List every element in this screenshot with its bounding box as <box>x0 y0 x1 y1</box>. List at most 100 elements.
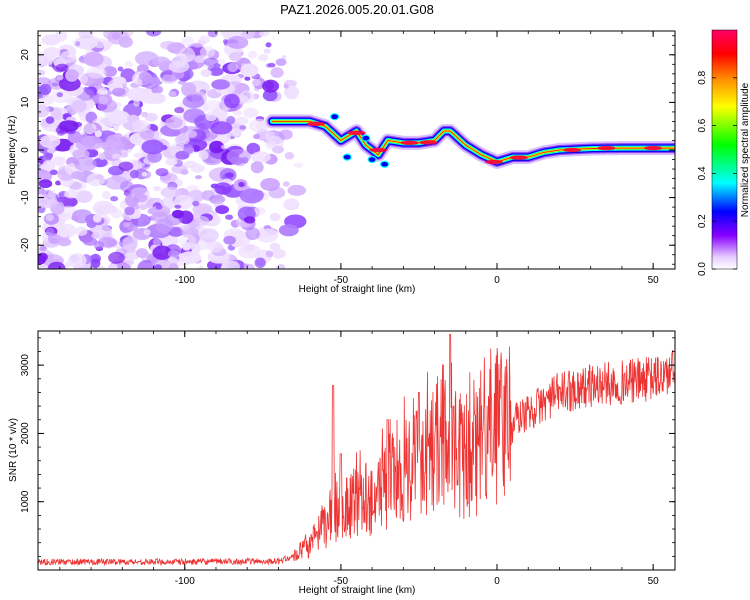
noise-blob <box>180 169 189 175</box>
noise-blob <box>265 42 272 48</box>
colorbar-tick-label: 0.0 <box>697 262 708 276</box>
ridge-peak <box>347 130 366 136</box>
noise-blob <box>211 79 231 90</box>
noise-blob <box>129 169 139 179</box>
noise-blob <box>39 134 61 149</box>
ridge-peak <box>644 145 663 151</box>
y-tick-label: -10 <box>20 190 31 205</box>
noise-blob <box>98 266 106 269</box>
snr-panel: -100 -50 0 50 1000 2000 3000 Height of straigh… <box>8 330 676 596</box>
noise-blob <box>223 235 236 245</box>
noise-blob <box>153 264 163 269</box>
noise-blob <box>141 111 149 118</box>
noise-blob <box>225 172 235 178</box>
noise-blob <box>250 161 264 174</box>
noise-blob <box>111 153 122 160</box>
noise-blob <box>283 198 300 211</box>
noise-blob <box>239 90 256 104</box>
noise-blob <box>98 95 108 105</box>
noise-blob <box>38 104 50 118</box>
noise-blob <box>209 194 226 205</box>
y-tick-label: 0 <box>20 147 31 153</box>
noise-blob <box>271 248 286 259</box>
ridge-side-lobe <box>380 160 390 168</box>
noise-blob <box>226 36 249 49</box>
noise-blob <box>144 113 158 122</box>
noise-blob <box>282 181 290 187</box>
noise-blob <box>240 63 259 77</box>
noise-blob <box>80 135 103 150</box>
noise-blob <box>104 205 118 214</box>
noise-blob <box>39 83 52 96</box>
noise-blob <box>174 204 182 209</box>
snr-xlabel: Height of straight line (km) <box>299 585 416 596</box>
ridge-peak <box>597 145 616 151</box>
noise-blob <box>217 58 226 65</box>
ridge-peak <box>400 140 419 146</box>
noise-blob <box>101 139 125 153</box>
noise-blob <box>195 175 202 180</box>
noise-blob <box>42 160 56 172</box>
noise-blob <box>183 108 206 124</box>
noise-blob <box>179 251 202 264</box>
noise-blob <box>287 184 307 196</box>
noise-blob <box>254 257 266 269</box>
noise-blob <box>106 90 113 95</box>
noise-blob <box>155 204 163 210</box>
noise-blob <box>214 182 232 195</box>
noise-blob <box>179 234 197 249</box>
noise-blob <box>127 114 140 123</box>
noise-blob <box>194 55 207 63</box>
ridge-side-lobe <box>342 153 352 161</box>
noise-blob <box>63 213 70 218</box>
noise-blob <box>283 83 289 89</box>
noise-blob <box>210 121 233 135</box>
noise-blob <box>71 215 79 221</box>
noise-blob <box>57 223 77 238</box>
noise-blob <box>117 66 124 72</box>
noise-blob <box>138 162 146 167</box>
ridge-peak <box>562 147 581 153</box>
noise-blob <box>243 107 259 119</box>
noise-blob <box>78 31 94 39</box>
noise-blob <box>278 224 299 237</box>
noise-blob <box>198 150 209 160</box>
noise-blob <box>38 179 53 189</box>
noise-blob <box>74 156 97 172</box>
noise-blob <box>239 188 264 204</box>
noise-blob <box>252 207 266 215</box>
y-tick-label: 3000 <box>20 354 31 377</box>
noise-blob <box>67 253 87 268</box>
noise-blob <box>152 185 162 192</box>
noise-blob <box>165 117 183 129</box>
chart-title: PAZ1.2026.005.20.01.G08 <box>280 2 434 17</box>
noise-blob <box>284 152 295 160</box>
noise-blob <box>133 152 144 159</box>
noise-blob <box>238 182 245 187</box>
noise-blob <box>244 216 256 224</box>
noise-blob <box>228 52 242 62</box>
noise-blob <box>72 149 90 160</box>
noise-blob <box>123 222 130 228</box>
noise-blob <box>112 87 126 97</box>
noise-blob <box>55 63 69 72</box>
noise-blob <box>114 133 123 140</box>
noise-blob <box>165 158 178 166</box>
spectrogram-ylabel: Frequency (Hz) <box>7 116 18 185</box>
noise-blob <box>267 62 276 68</box>
noise-blob <box>118 161 134 172</box>
noise-blob <box>53 113 64 120</box>
noise-blob <box>179 47 196 63</box>
noise-blob <box>199 35 210 44</box>
noise-blob <box>120 152 129 158</box>
noise-blob <box>230 156 244 165</box>
noise-blob <box>136 64 149 73</box>
ridge-peak <box>306 121 325 127</box>
noise-blob <box>245 227 260 241</box>
noise-blob <box>41 34 61 46</box>
noise-blob <box>182 94 205 109</box>
x-tick-label: 0 <box>494 275 500 286</box>
colorbar-tick-label: 0.6 <box>697 118 708 132</box>
noise-blob <box>159 121 166 127</box>
noise-blob <box>45 116 55 124</box>
